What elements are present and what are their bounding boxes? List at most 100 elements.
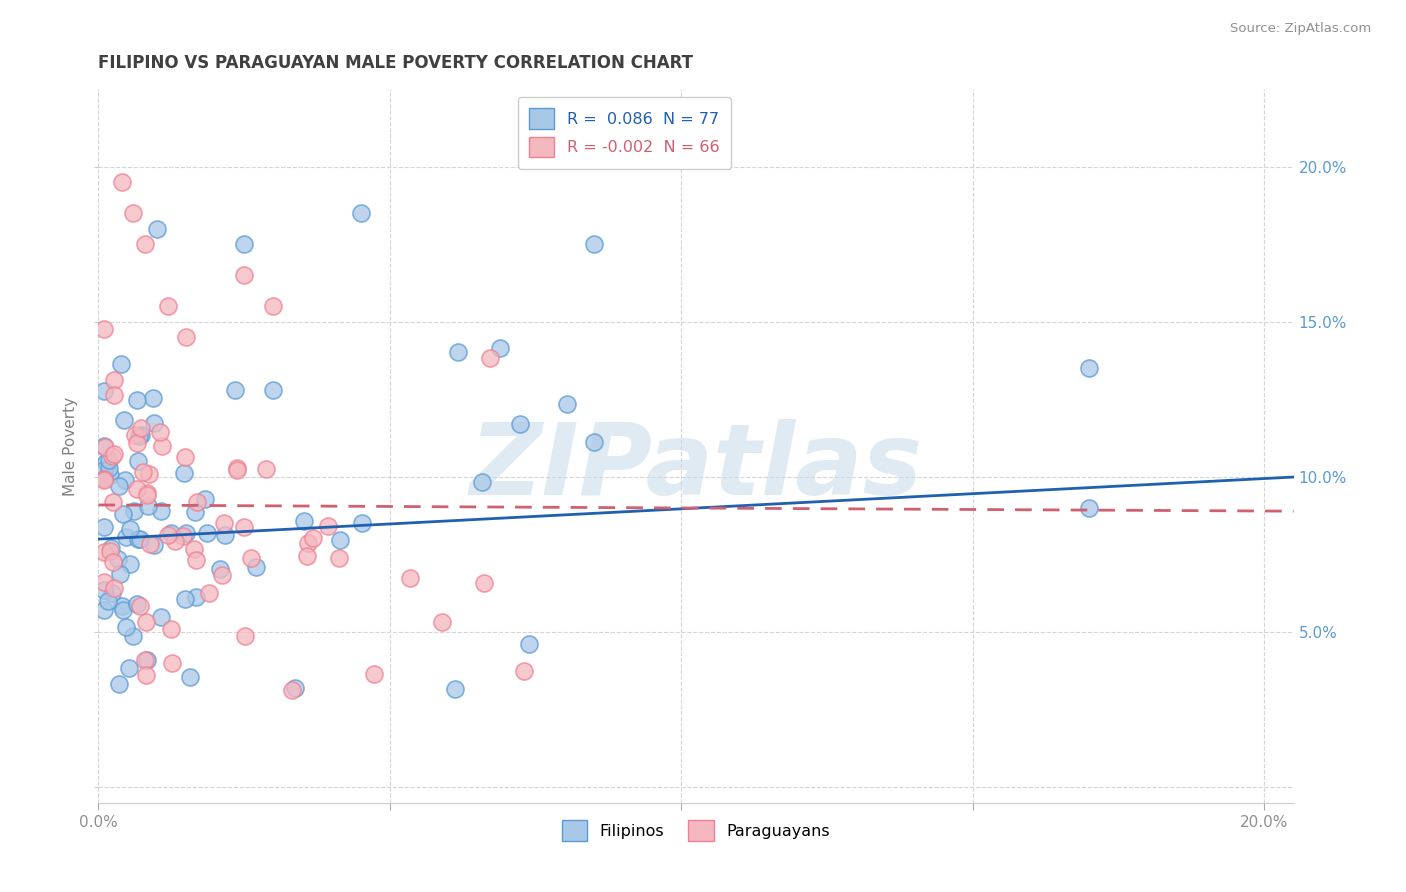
- Point: [108, 677, 131, 691]
- Point: [128, 532, 150, 546]
- Point: [186, 494, 208, 508]
- Point: [232, 520, 254, 534]
- Point: [1078, 361, 1101, 376]
- Point: [135, 615, 157, 629]
- Point: [519, 637, 541, 651]
- Point: [363, 667, 385, 681]
- Point: [145, 222, 167, 236]
- Point: [165, 534, 187, 549]
- Point: [226, 460, 249, 475]
- Point: [115, 530, 138, 544]
- Legend: Filipinos, Paraguayans: Filipinos, Paraguayans: [550, 809, 842, 852]
- Point: [156, 527, 179, 541]
- Point: [100, 449, 122, 463]
- Point: [94, 470, 117, 484]
- Point: [224, 384, 246, 398]
- Point: [142, 538, 165, 552]
- Text: Source: ZipAtlas.com: Source: ZipAtlas.com: [1230, 22, 1371, 36]
- Point: [110, 599, 132, 614]
- Point: [444, 682, 467, 697]
- Point: [233, 237, 256, 252]
- Y-axis label: Male Poverty: Male Poverty: [63, 396, 79, 496]
- Point: [262, 299, 284, 313]
- Point: [93, 603, 115, 617]
- Point: [98, 453, 121, 467]
- Point: [174, 330, 197, 344]
- Point: [295, 549, 318, 563]
- Point: [124, 427, 146, 442]
- Point: [93, 384, 115, 399]
- Point: [93, 322, 115, 336]
- Point: [127, 436, 149, 450]
- Text: ZIPatlas: ZIPatlas: [470, 419, 922, 516]
- Point: [284, 681, 307, 695]
- Point: [103, 388, 125, 402]
- Point: [127, 482, 149, 496]
- Point: [174, 526, 197, 541]
- Point: [93, 472, 115, 486]
- Point: [183, 541, 205, 556]
- Point: [107, 552, 129, 566]
- Point: [184, 591, 207, 605]
- Point: [214, 528, 236, 542]
- Point: [98, 468, 121, 483]
- Point: [174, 450, 197, 464]
- Point: [142, 416, 165, 430]
- Point: [212, 516, 235, 530]
- Point: [103, 373, 125, 387]
- Point: [93, 439, 115, 453]
- Point: [101, 586, 124, 600]
- Point: [555, 397, 578, 411]
- Point: [135, 485, 157, 500]
- Point: [136, 499, 159, 513]
- Point: [1078, 500, 1101, 515]
- Point: [135, 668, 157, 682]
- Point: [350, 206, 373, 220]
- Point: [245, 560, 267, 574]
- Point: [160, 656, 183, 670]
- Point: [118, 661, 141, 675]
- Point: [122, 504, 145, 518]
- Text: FILIPINO VS PARAGUAYAN MALE POVERTY CORRELATION CHART: FILIPINO VS PARAGUAYAN MALE POVERTY CORR…: [98, 54, 693, 72]
- Point: [582, 435, 605, 450]
- Point: [134, 653, 156, 667]
- Point: [478, 351, 501, 366]
- Point: [103, 495, 125, 509]
- Point: [120, 557, 142, 571]
- Point: [142, 391, 165, 405]
- Point: [110, 357, 132, 371]
- Point: [129, 428, 152, 442]
- Point: [195, 526, 218, 541]
- Point: [120, 523, 142, 537]
- Point: [149, 610, 172, 624]
- Point: [281, 682, 304, 697]
- Point: [352, 516, 374, 530]
- Point: [233, 629, 256, 643]
- Point: [194, 492, 217, 507]
- Point: [254, 462, 277, 476]
- Point: [582, 237, 605, 252]
- Point: [134, 237, 156, 252]
- Point: [135, 653, 157, 667]
- Point: [179, 670, 201, 684]
- Point: [150, 439, 173, 453]
- Point: [160, 622, 183, 636]
- Point: [112, 413, 135, 427]
- Point: [513, 664, 536, 678]
- Point: [186, 553, 208, 567]
- Point: [159, 526, 181, 541]
- Point: [114, 473, 136, 487]
- Point: [131, 420, 153, 434]
- Point: [432, 615, 454, 629]
- Point: [111, 603, 134, 617]
- Point: [211, 568, 233, 582]
- Point: [446, 345, 468, 359]
- Point: [122, 206, 145, 220]
- Point: [127, 454, 149, 468]
- Point: [239, 551, 262, 566]
- Point: [135, 488, 157, 502]
- Point: [233, 268, 256, 283]
- Point: [472, 575, 495, 590]
- Point: [208, 561, 231, 575]
- Point: [157, 299, 180, 313]
